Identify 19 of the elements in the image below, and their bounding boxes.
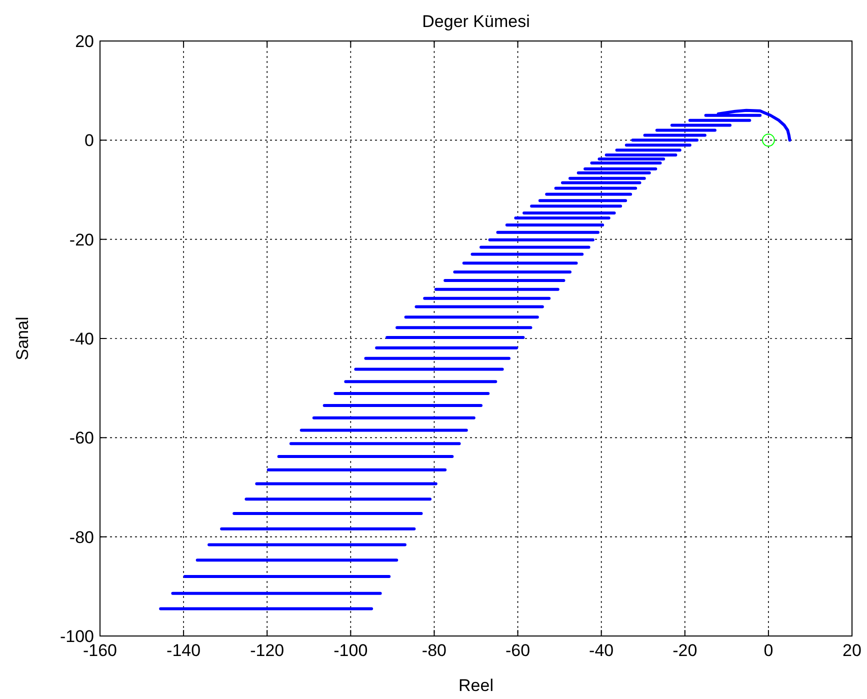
x-tick-label: 0 [764, 641, 774, 660]
x-tick-label: -40 [589, 641, 614, 660]
y-tick-label: -80 [69, 528, 94, 547]
y-tick-label: 20 [75, 32, 94, 51]
x-tick-label: -100 [334, 641, 368, 660]
y-tick-label: -60 [69, 428, 94, 448]
x-tick-label: -120 [250, 641, 284, 660]
y-axis-title: Sanal [13, 316, 32, 360]
chart-title: Deger Kümesi [422, 12, 530, 31]
x-tick-label: -80 [422, 641, 447, 660]
x-axis-title: Reel [458, 676, 494, 695]
x-tick-label: -20 [672, 641, 698, 660]
x-tick-label: -140 [166, 641, 201, 660]
x-tick-label: 20 [842, 641, 862, 660]
y-tick-label: 0 [84, 131, 94, 150]
y-tick-label: -40 [69, 329, 94, 348]
x-tick-label: -60 [505, 641, 530, 660]
x-tick-label: -160 [82, 641, 118, 660]
y-tick-label: -20 [69, 230, 94, 250]
